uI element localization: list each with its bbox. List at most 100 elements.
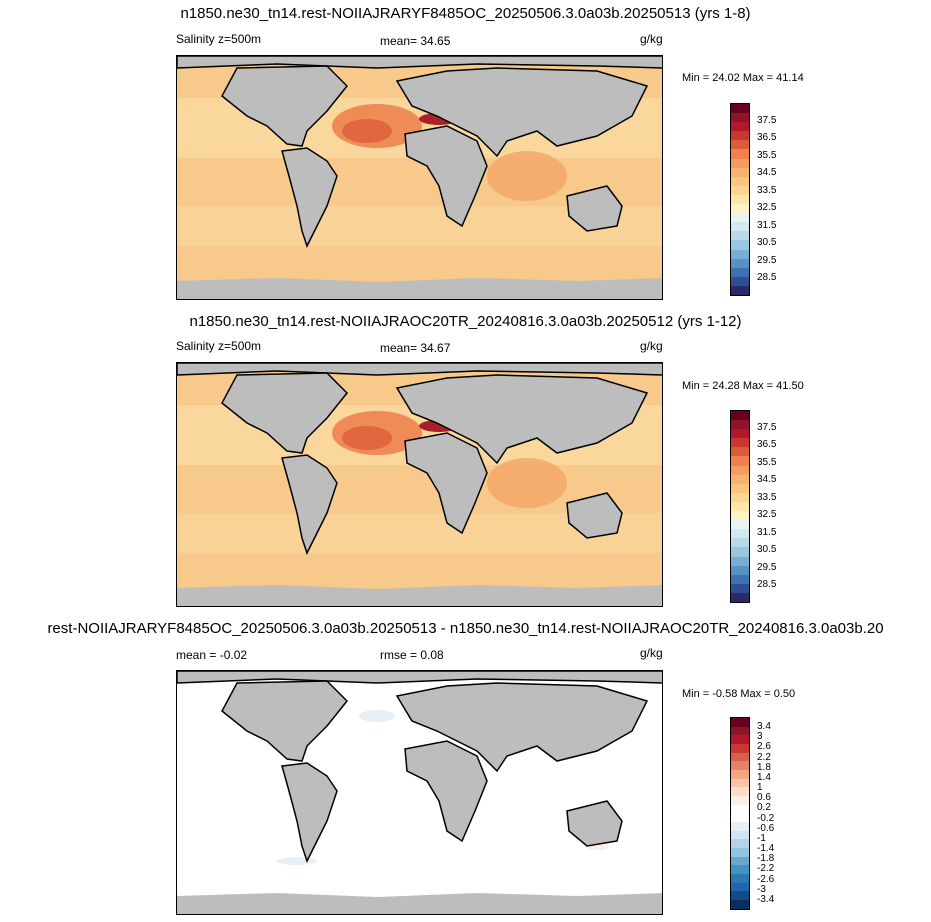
colorbar-tick-label: 28.5 — [757, 579, 777, 591]
colorbar-swatch — [731, 529, 749, 539]
colorbar-swatch — [731, 796, 749, 805]
panel3-minmax: Min = -0.58 Max = 0.50 — [682, 688, 796, 700]
colorbar-tick-label: 1.4 — [757, 771, 771, 783]
colorbar-swatch — [731, 511, 749, 521]
colorbar-swatch — [731, 411, 749, 421]
colorbar-swatch — [731, 547, 749, 557]
panel3-title: rest-NOIIAJRARYF8485OC_20250506.3.0a03b.… — [47, 620, 884, 637]
colorbar-swatch — [731, 131, 749, 141]
colorbar-tick-label: 31.5 — [757, 526, 777, 538]
colorbar-tick-label: -2.2 — [757, 863, 775, 875]
panel2-minmax: Min = 24.28 Max = 41.50 — [682, 380, 804, 392]
colorbar-tick-label: -3.4 — [757, 893, 775, 905]
colorbar-tick-label: 34.5 — [757, 167, 777, 179]
colorbar-tick-label: 1.8 — [757, 761, 771, 773]
colorbar-swatch — [731, 213, 749, 223]
panel1-title: n1850.ne30_tn14.rest-NOIIAJRARYF8485OC_2… — [180, 5, 751, 22]
colorbar-tick-label: -1 — [757, 832, 766, 844]
panel1-variable-label: Salinity z=500m — [176, 32, 262, 46]
panel2-variable-label: Salinity z=500m — [176, 339, 262, 353]
colorbar-swatch — [731, 483, 749, 493]
colorbar-swatch — [731, 258, 749, 268]
colorbar-swatch — [731, 501, 749, 512]
colorbar-tick-label: -3 — [757, 883, 766, 895]
colorbar-tick-label: 30.5 — [757, 544, 777, 556]
colorbar-swatch — [731, 185, 749, 195]
colorbar-swatch — [731, 882, 749, 892]
colorbar-tick-label: 3 — [757, 731, 763, 743]
colorbar-swatch — [731, 167, 749, 177]
colorbar-swatch — [731, 804, 749, 814]
colorbar-swatch — [731, 538, 749, 548]
colorbar-swatch — [731, 122, 749, 132]
colorbar-tick-label: 37.5 — [757, 114, 777, 126]
colorbar-swatch — [731, 438, 749, 448]
panel1-minmax: Min = 24.02 Max = 41.14 — [682, 72, 804, 84]
colorbar-swatch — [731, 204, 749, 214]
colorbar-swatch — [731, 492, 749, 502]
colorbar-swatch — [731, 222, 749, 232]
colorbar-swatch — [731, 726, 749, 736]
colorbar-swatch — [731, 583, 749, 593]
colorbar-swatch — [731, 285, 749, 295]
colorbar-tick-label: 35.5 — [757, 149, 777, 161]
colorbar-swatch — [731, 813, 749, 823]
colorbar-swatch — [731, 874, 749, 883]
colorbar-swatch — [731, 822, 749, 831]
colorbar-swatch — [731, 240, 749, 250]
colorbar-swatch — [731, 556, 749, 566]
colorbar-tick-label: 33.5 — [757, 184, 777, 196]
colorbar-swatch — [731, 574, 749, 584]
colorbar-tick-label: 33.5 — [757, 491, 777, 503]
panel2-map-svg — [177, 363, 662, 606]
colorbar-swatch — [731, 194, 749, 205]
colorbar-swatch — [731, 276, 749, 286]
colorbar-swatch — [731, 231, 749, 241]
colorbar-tick-label: 1 — [757, 782, 763, 794]
panel3-colorbar — [730, 717, 750, 910]
colorbar-tick-label: 0.6 — [757, 792, 771, 804]
panel3-units: g/kg — [640, 646, 663, 660]
colorbar-tick-label: -2.6 — [757, 873, 775, 885]
colorbar-tick-label: 32.5 — [757, 509, 777, 521]
panel3-map — [176, 670, 663, 915]
colorbar-tick-label: 0.2 — [757, 802, 771, 814]
colorbar-tick-label: 36.5 — [757, 439, 777, 451]
colorbar-tick-label: -1.4 — [757, 843, 775, 855]
colorbar-tick-label: 31.5 — [757, 219, 777, 231]
colorbar-tick-label: -1.8 — [757, 853, 775, 865]
colorbar-swatch — [731, 856, 749, 866]
colorbar-swatch — [731, 456, 749, 466]
colorbar-swatch — [731, 249, 749, 259]
panel1-units: g/kg — [640, 32, 663, 46]
colorbar-swatch — [731, 420, 749, 430]
panel1-map-svg — [177, 56, 662, 299]
colorbar-swatch — [731, 865, 749, 875]
colorbar-swatch — [731, 158, 749, 168]
colorbar-swatch — [731, 113, 749, 123]
panel2-colorbar — [730, 410, 750, 603]
panel1-colorbar — [730, 103, 750, 296]
panel2-title: n1850.ne30_tn14.rest-NOIIAJRAOC20TR_2024… — [189, 313, 742, 330]
colorbar-swatch — [731, 848, 749, 857]
colorbar-tick-label: -0.2 — [757, 812, 775, 824]
colorbar-swatch — [731, 267, 749, 277]
colorbar-tick-label: 36.5 — [757, 132, 777, 144]
colorbar-tick-label: 3.4 — [757, 721, 771, 733]
colorbar-swatch — [731, 104, 749, 114]
colorbar-tick-label: -0.6 — [757, 822, 775, 834]
colorbar-swatch — [731, 718, 749, 727]
colorbar-swatch — [731, 149, 749, 159]
colorbar-swatch — [731, 565, 749, 575]
colorbar-tick-label: 28.5 — [757, 272, 777, 284]
colorbar-tick-label: 29.5 — [757, 561, 777, 573]
colorbar-swatch — [731, 787, 749, 797]
panel3-map-svg — [177, 671, 662, 914]
colorbar-swatch — [731, 770, 749, 779]
colorbar-swatch — [731, 465, 749, 475]
colorbar-swatch — [731, 900, 749, 909]
panel3-rmse-label: rmse = 0.08 — [380, 648, 444, 662]
colorbar-tick-label: 32.5 — [757, 202, 777, 214]
colorbar-swatch — [731, 891, 749, 901]
colorbar-swatch — [731, 761, 749, 771]
